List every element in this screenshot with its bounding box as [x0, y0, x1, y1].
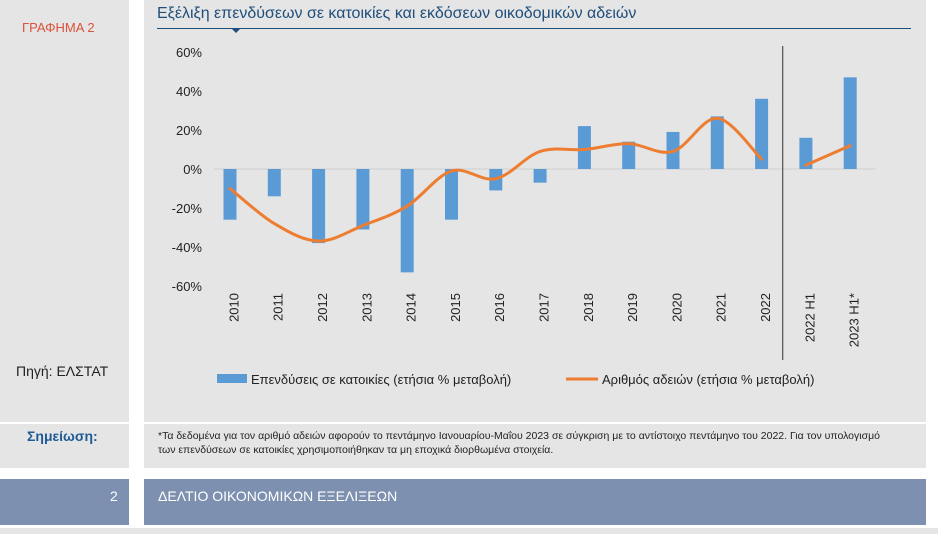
- footer-right: [144, 479, 926, 525]
- x-tick-label: 2021: [714, 293, 729, 322]
- x-tick-label: 2012: [315, 293, 330, 322]
- bar-2022H1: [799, 137, 813, 169]
- bar-2012: [312, 169, 326, 244]
- y-tick-label: -20%: [172, 201, 203, 216]
- line-half-year-segment: [804, 144, 852, 167]
- x-tick-label: 2016: [492, 293, 507, 322]
- x-tick-label: 2019: [625, 293, 640, 322]
- note-left-panel: [0, 424, 129, 468]
- bar-2019: [622, 141, 636, 169]
- legend: Επενδύσεις σε κατοικίες (ετήσια % μεταβο…: [217, 372, 814, 387]
- bar-2011: [267, 169, 281, 197]
- legend-label-line: Αριθμός αδειών (ετήσια % μεταβολή): [602, 372, 814, 387]
- bar-series: [223, 77, 857, 273]
- x-tick-label: 2022: [758, 293, 773, 322]
- x-tick-label: 2018: [581, 293, 596, 322]
- title-rule: [157, 28, 911, 29]
- page-number: 2: [110, 488, 118, 504]
- bar-2023H1: [843, 77, 857, 169]
- note-text: *Τα δεδομένα για τον αριθμό αδειών αφορο…: [158, 430, 880, 456]
- bar-2014: [400, 169, 414, 273]
- y-tick-label: 60%: [176, 45, 202, 60]
- bar-2018: [577, 126, 591, 169]
- x-tick-label: 2017: [537, 293, 552, 322]
- x-axis: 2010 2011 2012 2013 2014 2015 2016 2017 2018 2019…: [226, 293, 861, 347]
- y-tick-label: 40%: [176, 84, 202, 99]
- x-tick-label: 2011: [271, 293, 286, 321]
- bar-2010: [223, 169, 237, 220]
- x-tick-label: 2010: [226, 293, 241, 322]
- source-label: Πηγή: ΕΛΣΤΑΤ: [16, 363, 109, 379]
- y-tick-label: -60%: [172, 279, 203, 294]
- bottom-strip: [0, 528, 938, 534]
- y-tick-label: -40%: [172, 240, 203, 255]
- chart-title: Εξέλιξη επενδύσεων σε κατοικίες και εκδό…: [157, 5, 637, 22]
- left-column: [0, 0, 129, 422]
- bar-2021: [710, 116, 724, 169]
- x-tick-label: 2023 H1*: [847, 293, 862, 347]
- title-notch: [231, 28, 241, 33]
- x-tick-label: 2020: [669, 293, 684, 322]
- footer-left: [0, 479, 129, 525]
- y-tick-label: 0%: [183, 162, 202, 177]
- note-panel: [144, 424, 926, 468]
- bar-2022: [755, 98, 769, 169]
- note-label: Σημείωση:: [27, 428, 98, 444]
- line-series: [228, 116, 852, 243]
- graph-label: ΓΡΑΦΗΜΑ 2: [22, 20, 95, 35]
- bulletin-title: ΔΕΛΤΙΟ ΟΙΚΟΝΟΜΙΚΩΝ ΕΞΕΛΙΞΕΩΝ: [158, 488, 398, 504]
- y-tick-label: 20%: [176, 123, 202, 138]
- chart-panel: [144, 0, 926, 422]
- legend-swatch-bar: [217, 374, 247, 383]
- x-tick-label: 2013: [359, 293, 374, 322]
- legend-label-bar: Επενδύσεις σε κατοικίες (ετήσια % μεταβο…: [251, 372, 511, 387]
- x-tick-label: 2022 H1: [802, 293, 817, 342]
- bar-2015: [445, 169, 458, 220]
- line-annual-segment: [228, 116, 764, 243]
- bar-2013: [356, 169, 370, 230]
- x-tick-label: 2014: [404, 293, 419, 322]
- x-tick-label: 2015: [448, 293, 463, 322]
- bar-2017: [533, 169, 547, 183]
